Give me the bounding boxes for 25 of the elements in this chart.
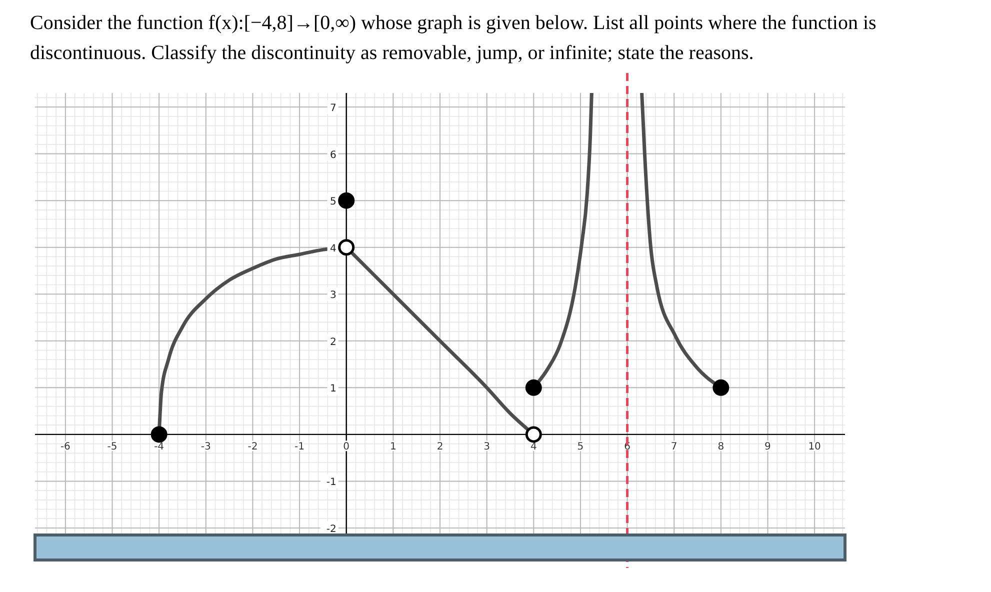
x-tick-label: -2 <box>248 441 258 452</box>
y-tick-label: 4 <box>330 243 336 254</box>
y-tick-label: 7 <box>330 103 336 114</box>
x-tick-label: -3 <box>200 441 211 452</box>
x-tick-label: -6 <box>60 441 70 452</box>
y-tick-label: -1 <box>326 477 336 488</box>
x-tick-label: -4 <box>154 441 164 452</box>
x-tick-label: -5 <box>107 441 118 452</box>
x-tick-label: 5 <box>577 441 584 452</box>
chart-title: Consider the function f(x):[−4,8]→[0,∞) whose graph is given below. List all points where the function is discontinuous. Classify the discontinuity as removable, jump, or infinite; state the reasons. <box>30 11 878 66</box>
y-tick-label: 5 <box>330 196 336 208</box>
y-tick-label: 2 <box>330 336 336 348</box>
x-tick-label: 4 <box>530 441 537 452</box>
x-tick-label: 9 <box>764 441 771 452</box>
y-tick-label: -2 <box>326 524 336 535</box>
x-tick-label: 7 <box>670 441 678 452</box>
x-tick-label: 10 <box>808 441 821 452</box>
x-tick-label: 3 <box>484 441 490 452</box>
x-tick-label: 8 <box>718 441 724 452</box>
x-tick-label: -1 <box>294 441 305 452</box>
y-tick-label: 1 <box>330 384 336 395</box>
y-tick-label: 6 <box>330 150 336 161</box>
y-tick-label: 3 <box>330 290 336 302</box>
x-tick-label: 1 <box>390 441 396 452</box>
x-tick-label: 2 <box>436 441 444 452</box>
